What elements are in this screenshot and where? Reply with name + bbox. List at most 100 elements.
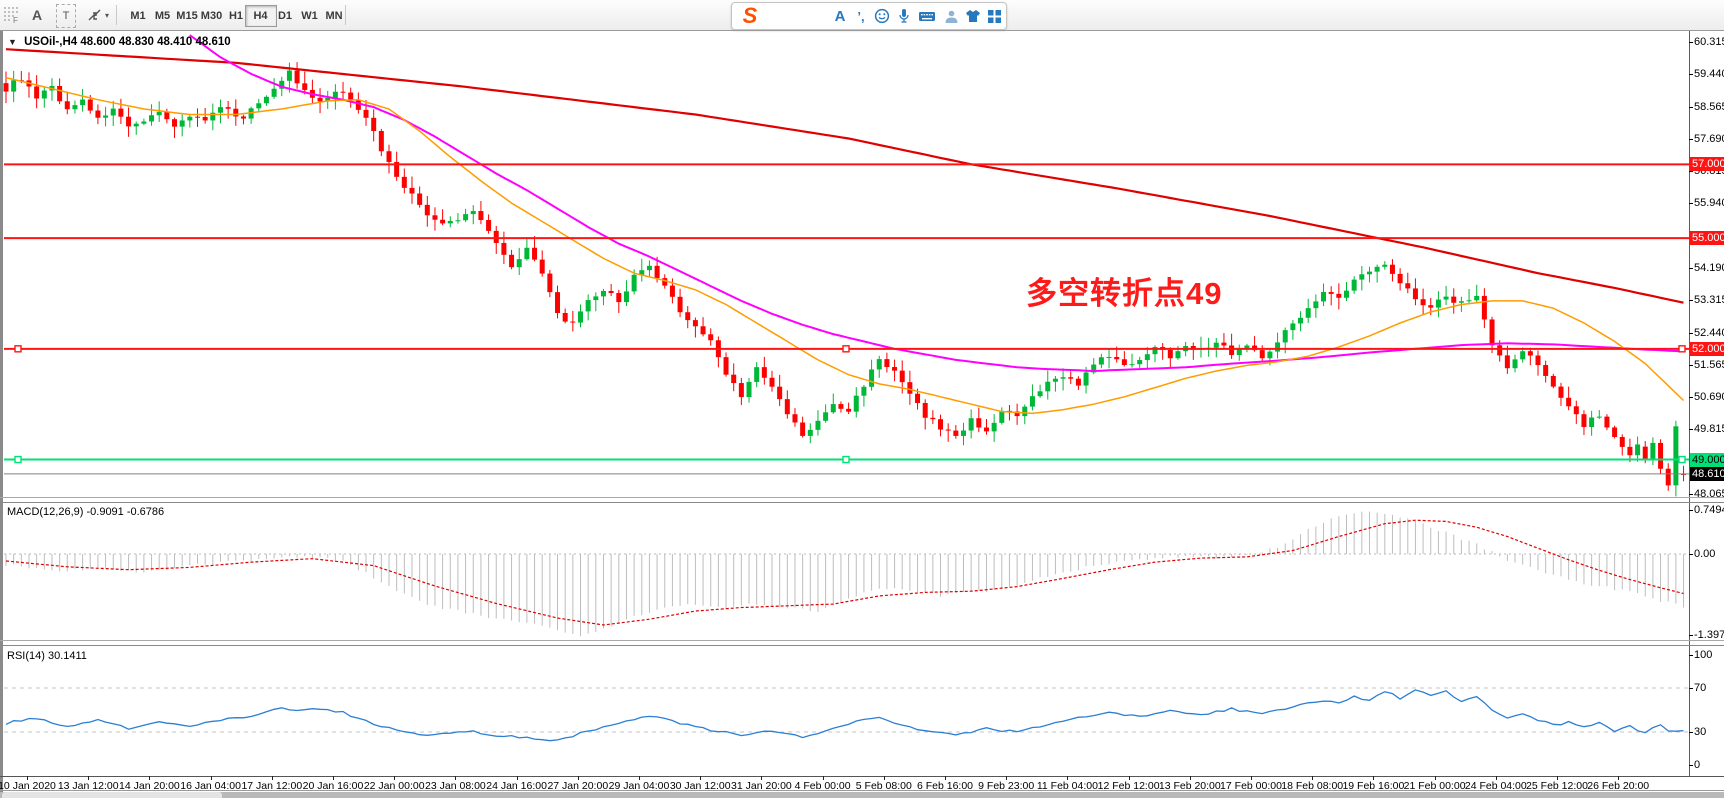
grip-f-icon: F (4, 7, 18, 24)
price-label: 49.815 (1694, 423, 1724, 436)
price-label: 57.690 (1694, 132, 1724, 145)
tf-button-H4[interactable]: H4 (244, 5, 277, 27)
macd-header: MACD(12,26,9) -0.9091 -0.6786 (7, 506, 164, 518)
time-label: 6 Feb 16:00 (916, 780, 974, 792)
time-tick (1128, 776, 1130, 780)
hline-handle[interactable] (1678, 455, 1686, 464)
price-label: 52.440 (1694, 326, 1724, 339)
time-tick (1495, 776, 1497, 780)
time-label: 14 Jan 20:00 (119, 780, 180, 792)
cursor-arrows-tool[interactable]: ▾ (84, 4, 112, 26)
time-label: 18 Feb 08:00 (1281, 780, 1344, 792)
time-label: 10 Jan 2020 (0, 780, 56, 792)
time-label: 29 Jan 04:00 (608, 780, 670, 792)
tf-button-M30[interactable]: M30 (200, 10, 223, 22)
time-tick (516, 776, 518, 780)
chart-ohlc-values: 48.600 48.830 48.410 48.610 (80, 36, 231, 48)
price-tick (1689, 74, 1693, 76)
macd-signal-line (5, 519, 1684, 626)
panel-separator[interactable] (0, 640, 1724, 641)
main-chart-surface[interactable] (3, 34, 1690, 497)
tf-button-MN[interactable]: MN (325, 10, 343, 22)
sogou-logo-icon[interactable]: S (742, 3, 758, 28)
hline-handle[interactable] (14, 455, 22, 464)
price-tick (1689, 494, 1693, 496)
macd-axis-label: -1.3973 (1694, 629, 1724, 642)
time-tick (27, 776, 28, 780)
macd-surface[interactable] (4, 511, 1689, 637)
panel-separator[interactable] (0, 645, 1724, 646)
candles (3, 62, 1687, 497)
time-tick (883, 776, 885, 780)
keyboard-icon[interactable] (916, 4, 938, 28)
tf-button-W1[interactable]: W1 (301, 10, 318, 22)
time-tick (822, 776, 824, 780)
time-tick (1557, 776, 1558, 780)
time-tick (394, 776, 396, 780)
grip-f-icon[interactable]: F (2, 4, 20, 26)
price-tick (1689, 300, 1693, 302)
chart-title: ▼ USOil-,H4 48.600 48.830 48.410 48.610 (8, 36, 231, 48)
time-label: 5 Feb 08:00 (855, 780, 912, 792)
scrollbar-thumb[interactable] (2, 792, 222, 798)
tf-button-D1[interactable]: D1 (277, 10, 293, 22)
symbol-dropdown-icon[interactable]: ▼ (8, 37, 17, 47)
price-label: 59.440 (1694, 68, 1724, 81)
time-tick (1189, 776, 1191, 780)
hline-handle[interactable] (14, 345, 22, 353)
time-label: 21 Feb 00:00 (1403, 780, 1466, 792)
time-tick (1312, 776, 1314, 780)
tf-button-M15[interactable]: M15 (176, 10, 198, 22)
macd-axis-label: 0.7494 (1694, 504, 1724, 517)
macd-histogram (5, 511, 1685, 637)
time-tick (1067, 776, 1069, 780)
panel-separator[interactable] (0, 502, 1724, 503)
tf-button-H1[interactable]: H1 (228, 10, 244, 22)
macd-name: MACD(12,26,9) (7, 506, 84, 518)
time-label: 17 Feb 00:00 (1220, 780, 1282, 792)
price-tick (1689, 268, 1693, 269)
macd-values: -0.9091 -0.6786 (86, 506, 165, 518)
time-tick (639, 776, 640, 780)
ime-mode-icon[interactable]: A (834, 7, 846, 25)
time-label: 27 Jan 20:00 (547, 780, 609, 792)
account-icon[interactable] (941, 4, 961, 28)
price-tick (1689, 203, 1693, 205)
rsi-line (5, 689, 1684, 742)
time-label: 26 Feb 20:00 (1587, 780, 1650, 792)
rsi-surface[interactable] (4, 687, 1689, 742)
price-label: 48.065 (1694, 488, 1724, 501)
rsi-tick (1689, 688, 1693, 689)
hline-handle[interactable] (842, 455, 850, 464)
text-label-tool[interactable]: A (31, 7, 43, 23)
time-tick (1434, 776, 1436, 780)
tf-button-M1[interactable]: M1 (130, 10, 146, 22)
price-tick (1689, 364, 1693, 366)
time-tick (1006, 776, 1008, 780)
toolbox-icon[interactable] (984, 4, 1004, 28)
time-tick (577, 776, 579, 780)
time-label: 13 Feb 20:00 (1158, 780, 1221, 792)
emoji-icon[interactable] (872, 4, 892, 28)
hline-handle[interactable] (1678, 345, 1686, 353)
horizontal-scrollbar[interactable] (0, 792, 1724, 798)
ime-punctuation-icon[interactable]: ’, (857, 8, 865, 24)
microphone-icon[interactable] (895, 4, 913, 28)
window-bottom-border (0, 790, 1724, 791)
skin-icon[interactable] (963, 4, 983, 28)
time-label: 9 Feb 23:00 (978, 780, 1035, 792)
toolbar-separator (116, 5, 117, 25)
ma-fast-orange[interactable] (5, 76, 1685, 415)
price-label: 58.565 (1694, 100, 1724, 113)
rsi-header: RSI(14) 30.1411 (7, 650, 87, 662)
text-tool[interactable]: T (56, 4, 76, 28)
hline-handle[interactable] (842, 345, 850, 353)
time-label: 16 Jan 04:00 (180, 780, 241, 792)
panel-separator[interactable] (0, 497, 1724, 498)
tf-button-M5[interactable]: M5 (154, 10, 171, 22)
ma-slow-red[interactable] (5, 48, 1684, 304)
price-tick (1689, 171, 1693, 173)
ma-mid-magenta[interactable] (189, 34, 1684, 373)
time-label: 13 Jan 12:00 (57, 780, 119, 792)
